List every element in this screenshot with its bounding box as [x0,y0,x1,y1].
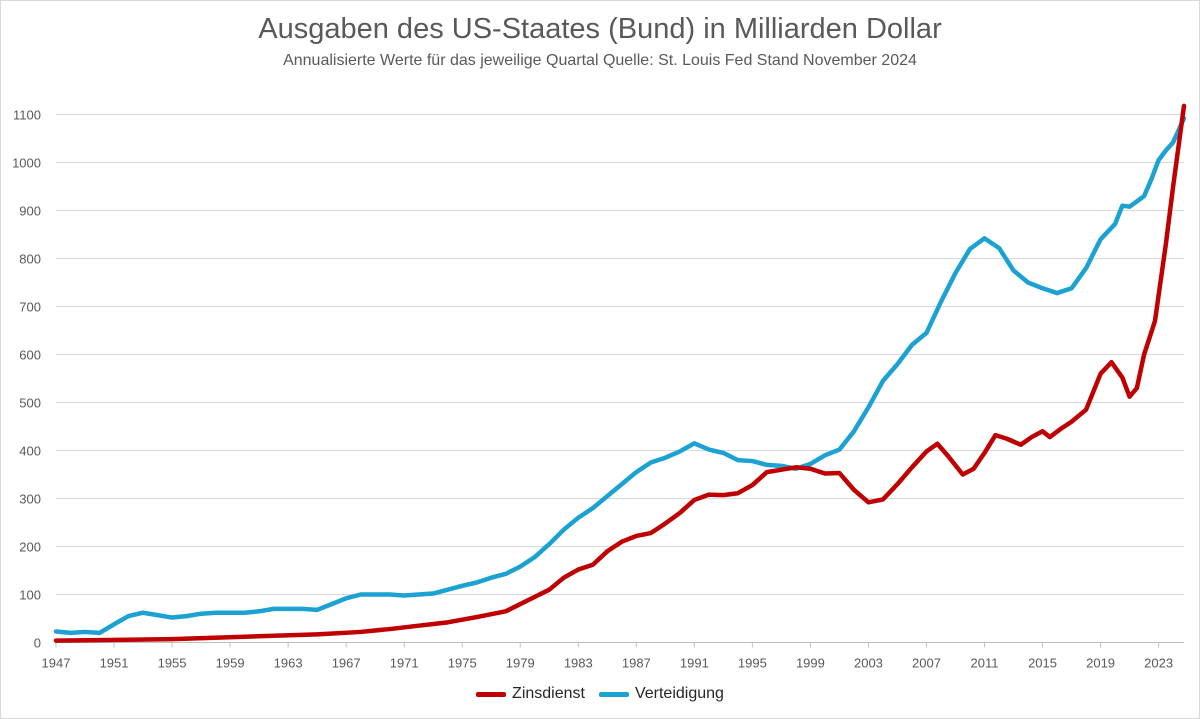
legend-label-zinsdienst: Zinsdienst [512,685,585,702]
x-tick-label: 1995 [738,656,767,671]
y-tick-label: 400 [19,444,41,459]
x-tick-label: 1979 [506,656,535,671]
y-tick-label: 100 [19,588,41,603]
x-tick-label: 1947 [42,656,71,671]
x-tick-label: 1987 [622,656,651,671]
x-tick-label: 1991 [680,656,709,671]
x-tick-label: 1955 [158,656,187,671]
y-tick-label: 200 [19,540,41,555]
x-tick-label: 1959 [216,656,245,671]
x-tick-label: 2003 [854,656,883,671]
y-tick-label: 800 [19,252,41,267]
y-tick-label: 1000 [12,156,41,171]
y-tick-label: 900 [19,204,41,219]
x-tick-label: 1971 [390,656,419,671]
series-line-verteidigung [53,116,1187,636]
x-tick-label: 1963 [274,656,303,671]
x-tick-label: 1975 [448,656,477,671]
y-tick-label: 300 [19,492,41,507]
x-tick-label: 1983 [564,656,593,671]
legend-label-verteidigung: Verteidigung [634,685,724,702]
chart-subtitle: Annualisierte Werte für das jeweilige Qu… [283,52,917,69]
x-tick-label: 1967 [332,656,361,671]
x-tick-label: 2011 [971,656,999,671]
x-tick-label: 2007 [912,656,941,671]
y-tick-label: 0 [34,636,41,651]
y-tick-label: 700 [19,300,41,315]
gridlines [56,114,1184,643]
x-tick-label: 1951 [100,656,129,671]
legend: Zinsdienst Verteidigung [1,685,1199,703]
legend-swatch-verteidigung [598,691,629,697]
x-tick-label: 2023 [1144,656,1173,671]
legend-swatch-zinsdienst [476,691,507,697]
legend-item-verteidigung: Verteidigung [598,685,724,703]
x-tick-label: 2019 [1086,656,1115,671]
chart-title: Ausgaben des US-Staates (Bund) in Millia… [258,13,942,45]
y-tick-label: 1100 [13,108,41,123]
series-line-zinsdienst [53,103,1187,643]
y-tick-label: 600 [19,348,41,363]
x-axis-tick-labels: 1947 1951 1955 1959 1963 1967 1971 1975 1979 1983… [42,642,1173,671]
line-chart: 0 100 200 300 400 500 600 700 800 900 1000 1100 194… [12,103,1187,671]
y-tick-label: 500 [19,396,41,411]
series-lines [53,103,1187,643]
y-axis-tick-labels: 0 100 200 300 400 500 600 700 800 900 1000 1100 [12,108,41,651]
x-tick-label: 1999 [796,656,825,671]
x-tick-label: 2015 [1028,656,1057,671]
legend-item-zinsdienst: Zinsdienst [476,685,585,703]
